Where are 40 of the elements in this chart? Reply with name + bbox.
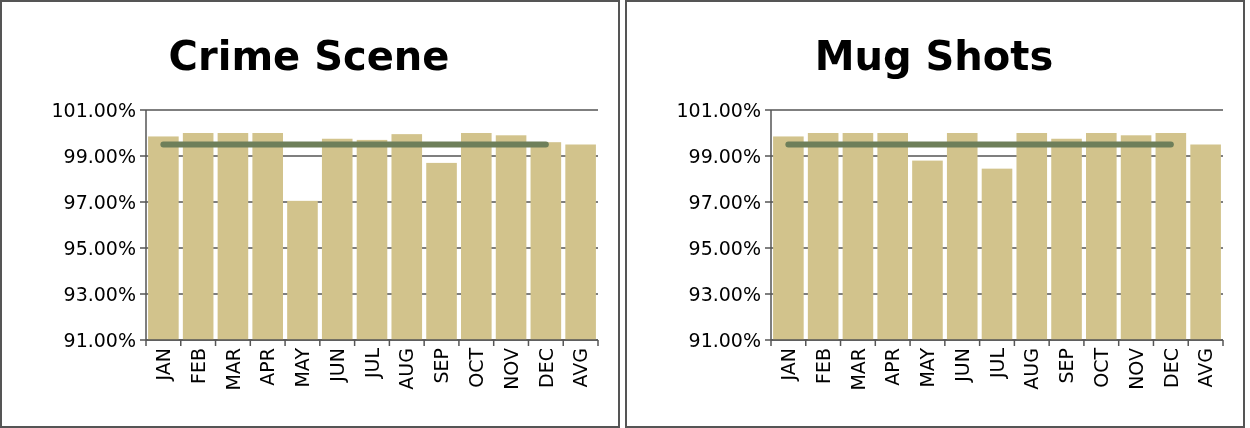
x-tick-label: APR [881,348,904,386]
x-tick-label: MAR [846,348,869,391]
x-tick-label: OCT [464,347,487,388]
x-tick-label: AVG [569,348,592,388]
x-tick-label: DEC [1159,348,1182,388]
chart-title: Mug Shots [814,33,1054,79]
x-tick-label: AVG [1194,348,1217,388]
x-tick-label: JUN [950,348,973,383]
x-tick-label: MAY [291,347,314,388]
x-tick-label: DEC [534,348,557,388]
x-tick-label: JUL [985,347,1008,380]
y-tick-label: 97.00% [688,190,761,213]
x-tick-label: FEB [811,348,834,384]
x-tick-label: FEB [186,348,209,384]
y-tick-label: 95.00% [63,236,136,259]
x-tick-label: JUL [360,347,383,380]
x-tick-label: NOV [499,348,522,390]
y-tick-label: 91.00% [63,328,136,351]
y-tick-label: 99.00% [63,144,136,167]
y-tick-label: 95.00% [688,236,761,259]
chart-title: Crime Scene [168,33,450,79]
y-tick-label: 101.00% [51,98,136,121]
x-tick-label: AUG [1020,348,1043,390]
x-tick-label: AUG [395,348,418,390]
x-tick-label: JUN [325,348,348,383]
x-tick-label: MAR [221,348,244,391]
x-tick-label: SEP [430,348,453,384]
x-tick-label: SEP [1055,348,1078,384]
x-tick-label: APR [256,348,279,386]
y-tick-label: 93.00% [63,282,136,305]
y-tick-label: 99.00% [688,144,761,167]
x-tick-label: MAY [916,347,939,388]
x-tick-label: JAN [152,348,175,382]
x-tick-label: JAN [777,348,800,382]
x-tick-label: NOV [1124,348,1147,390]
y-tick-label: 101.00% [676,98,761,121]
y-tick-label: 91.00% [688,328,761,351]
x-tick-label: OCT [1089,347,1112,388]
y-tick-label: 97.00% [63,190,136,213]
y-tick-label: 93.00% [688,282,761,305]
